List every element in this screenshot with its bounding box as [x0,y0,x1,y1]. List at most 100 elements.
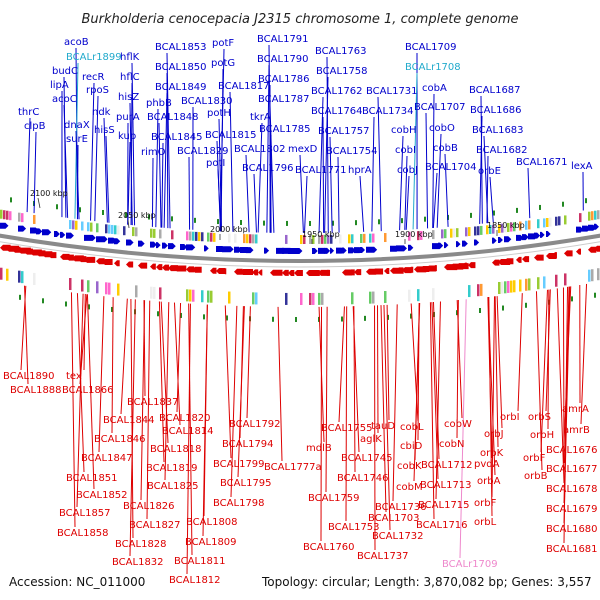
leader-line [324,76,329,233]
reverse-gene-arrow [174,265,187,272]
cog-block [501,223,504,233]
forward-gene-arrow [222,246,234,253]
cog-block [498,281,501,294]
tick-marker [286,220,288,226]
leader-line [253,173,257,233]
cog-block [117,225,120,235]
tick-marker [194,217,196,223]
cog-track-forward [0,209,600,244]
leader-line [98,296,105,453]
gene-label: cobW [444,419,472,430]
leader-line [94,95,99,222]
tick-marker [318,316,320,322]
cog-block [432,230,435,240]
reverse-gene-arrow [78,256,87,263]
cog-block [486,225,489,235]
cog-block [444,229,447,239]
leader-line [26,117,31,213]
cog-block [507,280,510,293]
gene-label: BCAL1828 [115,539,167,550]
map-title: Burkholderia cenocepacia J2315 chromosom… [81,12,518,27]
gene-label: BCAL1757 [318,126,370,137]
tick-marker [585,198,587,204]
cog-block [207,232,210,242]
gene-label: cbiD [400,441,423,452]
gene-label: BCAL1798 [213,498,265,509]
gene-label: BCAL1745 [341,453,393,464]
cog-block [87,222,90,232]
gene-label: tauD [371,421,395,432]
reverse-gene-arrow [138,262,148,269]
forward-gene-arrow [396,245,407,252]
gene-label: BCAL1826 [123,501,175,512]
cog-block [546,217,549,227]
reverse-gene-arrow [84,256,96,263]
gene-label: BCAL1682 [476,145,528,156]
tick-marker [571,296,573,302]
cog-block [75,220,78,230]
cog-block [105,224,108,234]
cog-block [351,234,354,244]
gene-label: BCAL1820 [159,413,211,424]
cog-block [96,223,99,233]
leader-line [459,299,467,559]
forward-gene-arrow [246,247,254,254]
gene-label: cobB [433,143,458,154]
leader-line [480,95,483,224]
reverse-gene-arrow [270,269,283,276]
gene-label: BCAL1853 [155,42,207,53]
leader-line [556,288,565,484]
cog-block [492,224,495,234]
leader-line [24,285,29,385]
leader-line [479,115,483,224]
cog-block [135,227,138,237]
cog-block [114,225,117,235]
leader-line [496,296,503,429]
cog-block [555,216,558,226]
leader-line [377,96,382,232]
cog-block [0,267,3,280]
cog-block [111,224,114,234]
cog-track-reverse [0,267,600,305]
gene-label: cobO [429,123,455,134]
forward-gene-arrow [534,232,541,239]
gene-label: lipA [50,80,69,91]
leader-line [392,304,398,502]
ruler-label: 2050 kbp [118,211,156,220]
cog-block [468,227,471,237]
cog-block [210,232,213,242]
leader-line [160,301,169,444]
gene-label: BCAL1827 [129,520,181,531]
reverse-feature-track [0,244,600,276]
cog-block [510,222,513,232]
forward-gene-arrow [522,234,529,241]
leader-line [230,305,238,498]
gene-label: BCAL1866 [62,385,114,396]
gene-label: clpB [24,121,46,132]
cog-block [480,225,483,235]
tick-marker [240,219,242,225]
leader-line [76,144,79,220]
tick-marker [217,219,219,225]
forward-gene-arrow [324,247,331,254]
cog-block [312,292,315,305]
gene-label: purA [116,112,140,123]
cog-block [300,235,303,244]
reverse-gene-arrow [186,266,195,273]
gene-label: BCAL1846 [94,434,146,445]
cog-block [528,278,531,291]
cog-block [90,222,93,232]
gene-label: hflK [120,52,140,63]
tick-marker [387,314,389,320]
cog-block [21,271,24,284]
gene-label: BCAL1760 [303,542,355,553]
cog-block [504,281,507,294]
leader-line [488,296,493,517]
reverse-gene-arrow [552,252,557,259]
leader-line [399,135,404,231]
gene-label: BCAL1830 [181,96,233,107]
reverse-gene-arrow [468,262,476,269]
gene-label: BCAL1676 [546,445,598,456]
